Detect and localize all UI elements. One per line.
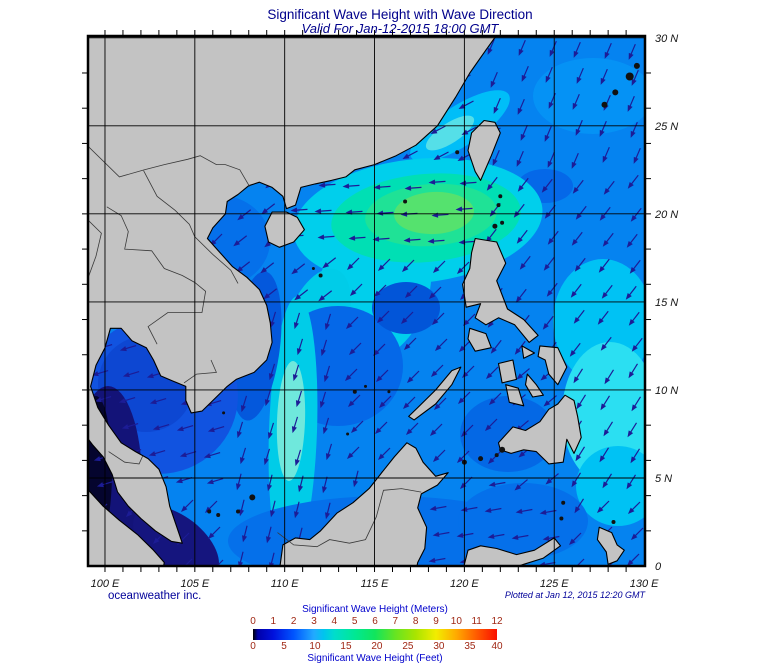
legend-meters-tick: 2	[290, 616, 297, 627]
legend-meters-tick: 6	[372, 616, 378, 627]
landmass-luzon	[462, 237, 539, 343]
map-plot	[82, 30, 651, 572]
legend-feet-tick: 15	[340, 641, 352, 652]
lat-axis-labels: 30 N 25 N 20 N 15 N 10 N 5 N 0	[654, 33, 678, 573]
lon-label: 100 E	[91, 578, 120, 590]
legend-meters-tick: 5	[351, 616, 358, 627]
lat-label: 25 N	[654, 121, 678, 133]
plotted-timestamp: Plotted at Jan 12, 2015 12:20 GMT	[504, 590, 645, 600]
legend-meters-tick: 9	[433, 616, 439, 627]
landmass-asia-mainland	[88, 36, 497, 544]
chart-subtitle: Valid For Jan-12-2015 18:00 GMT	[301, 21, 499, 36]
landmass-cebu-bohol	[524, 373, 544, 398]
legend-feet-tick: 25	[402, 641, 414, 652]
landmass-panay	[497, 359, 518, 384]
small-islands	[207, 62, 640, 524]
legend-title-feet: Significant Wave Height (Feet)	[307, 653, 443, 664]
legend-meters-tick: 10	[450, 616, 462, 627]
landmass-taiwan	[467, 119, 501, 181]
landmass-masbate	[521, 345, 536, 359]
oceanweather-branding: oceanweather inc.	[108, 590, 202, 602]
landmass-borneo	[279, 442, 449, 566]
legend-feet-tick: 10	[309, 641, 321, 652]
legend-feet-tick: 30	[433, 641, 445, 652]
lon-axis-labels: 100 E 105 E 110 E 115 E 120 E 125 E 130 E	[91, 578, 660, 590]
legend-title-meters: Significant Wave Height (Meters)	[302, 604, 448, 615]
tick-marks	[82, 30, 651, 572]
chart-title: Significant Wave Height with Wave Direct…	[267, 7, 533, 22]
lon-label: 120 E	[450, 578, 479, 590]
legend-meters-tick: 11	[471, 616, 482, 627]
legend-feet-tick: 35	[464, 641, 476, 652]
legend-meters-tick: 3	[311, 616, 317, 627]
legend-meters-tick: 12	[491, 616, 503, 627]
legend-meters-tick: 8	[412, 616, 419, 627]
legend-meters-tick: 4	[331, 616, 338, 627]
landmass-sumatra	[88, 488, 165, 566]
landmass-halmahera	[596, 526, 625, 565]
legend-meters-tick: 1	[270, 616, 277, 627]
map-frame	[86, 34, 647, 568]
landmass-palawan	[408, 366, 462, 421]
legend-colorbar	[253, 629, 497, 640]
lon-label: 110 E	[271, 578, 300, 590]
legend-meters-tick: 0	[250, 616, 256, 627]
legend-feet-tick: 40	[491, 641, 503, 652]
lon-label: 130 E	[630, 578, 659, 590]
legend-feet-tick: 5	[281, 641, 287, 652]
legend-meters-scale: 0 1 2 3 4 5 6 7 8 9 10 11 12	[250, 616, 502, 628]
landmass-samar-leyte	[537, 345, 568, 386]
chart-title-block: Significant Wave Height with Wave Direct…	[25, 7, 775, 36]
country-borders	[88, 145, 422, 548]
legend-feet-scale: 0 5 10 15 20 25 30 35 40	[250, 641, 502, 653]
lat-label: 5 N	[655, 473, 672, 485]
lat-label: 20 N	[654, 209, 678, 221]
lon-label: 105 E	[180, 578, 209, 590]
lon-label: 125 E	[540, 578, 569, 590]
landmass-mindanao	[497, 394, 582, 465]
legend-feet-tick: 20	[371, 641, 383, 652]
lat-label: 10 N	[655, 385, 678, 397]
legend-meters-tick: 7	[392, 616, 399, 627]
landmass-mindoro	[467, 327, 492, 352]
land-layer	[88, 36, 625, 566]
lon-label: 115 E	[361, 578, 390, 590]
lat-label: 30 N	[655, 33, 678, 45]
legend-feet-tick: 0	[250, 641, 256, 652]
lat-label: 0	[655, 561, 662, 573]
lat-label: 15 N	[655, 297, 678, 309]
graticule-grid	[88, 36, 645, 566]
